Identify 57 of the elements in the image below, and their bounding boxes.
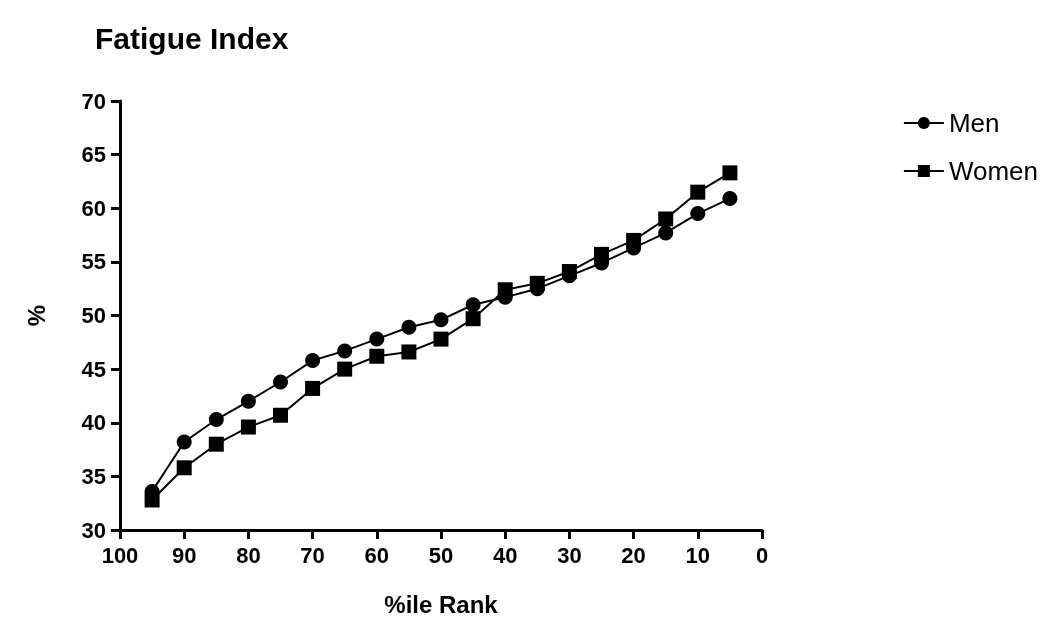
point [690,184,706,200]
point [497,282,513,298]
point [722,191,738,207]
y-tick-label: 30 [81,517,106,543]
y-tick-label: 45 [81,356,106,382]
point [465,297,481,313]
point [658,211,674,227]
point [176,434,192,450]
y-tick-label: 35 [81,463,106,489]
point [208,412,224,428]
point [337,361,353,377]
point [433,312,449,328]
y-tick-label: 55 [81,249,106,275]
point [176,460,192,476]
chart-title: Fatigue Index [95,21,289,55]
x-tick-label: 30 [557,542,582,568]
point [273,374,288,390]
x-tick-label: 70 [300,542,325,568]
x-axis-title: %ile Rank [384,590,499,618]
x-tick-label: 40 [492,542,518,568]
point [273,407,288,423]
point [369,331,385,347]
x-tick-label: 0 [755,542,769,568]
point [529,275,545,291]
point [465,311,481,327]
legend-label: Women [948,156,1038,186]
x-tick-label: 10 [685,542,711,568]
point [626,232,642,248]
x-tick-label: 20 [621,542,646,568]
y-tick-label: 40 [81,410,106,436]
point [240,419,256,435]
y-tick-label: 60 [81,195,106,221]
point [337,343,353,359]
point [401,319,417,335]
point [305,353,321,369]
point [722,165,738,181]
y-tick-label: 70 [81,88,106,114]
y-axis-title: % [22,304,50,327]
point [369,348,385,364]
x-tick-label: 90 [171,542,197,568]
point [401,344,417,360]
point [144,492,160,508]
x-tick-label: 50 [428,542,454,568]
y-tick-label: 50 [81,303,106,328]
point [690,206,706,222]
point [594,246,609,262]
point [658,225,674,241]
point [208,436,224,452]
point [305,380,321,396]
legend-label: Men [948,108,1000,138]
point [561,264,577,280]
y-tick-label: 65 [81,142,106,168]
x-tick-label: 100 [101,542,139,568]
x-tick-label: 60 [364,542,390,568]
point [433,331,449,347]
x-tick-label: 80 [236,542,261,568]
point [240,393,256,409]
